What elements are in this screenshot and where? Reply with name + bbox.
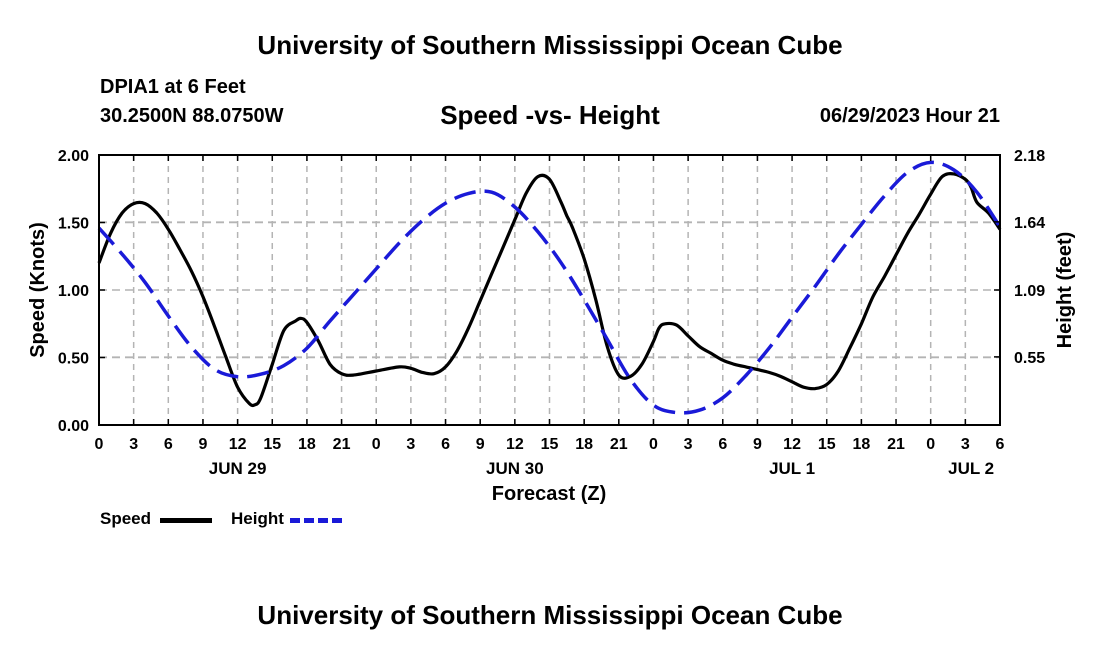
x-tick-label: 6: [996, 436, 1005, 453]
y2-tick-label: 2.18: [1014, 148, 1045, 165]
y2-tick-label: 1.09: [1014, 283, 1045, 300]
legend-speed-swatch: [160, 518, 212, 523]
y2-axis-label: Height (feet): [1054, 232, 1076, 349]
legend-height-swatch: [290, 518, 342, 523]
x-tick-label: 18: [852, 436, 870, 453]
x-tick-label: 21: [887, 436, 905, 453]
x-axis-label: Forecast (Z): [492, 483, 606, 505]
y2-tick-label: 0.55: [1014, 350, 1045, 367]
x-tick-label: 6: [441, 436, 450, 453]
x-tick-label: 0: [372, 436, 381, 453]
legend-speed-label: Speed: [100, 509, 152, 528]
x-tick-label: 12: [783, 436, 801, 453]
grid-layer: [99, 155, 1000, 425]
x-tick-label: 9: [476, 436, 485, 453]
speed-series-line: [97, 172, 1002, 408]
x-tick-label: 9: [199, 436, 208, 453]
station-name: DPIA1 at 6 Feet: [100, 76, 246, 98]
x-tick-label: 3: [684, 436, 693, 453]
x-tick-label: 18: [298, 436, 316, 453]
y2-tick-label: 1.64: [1014, 215, 1045, 232]
date-label: JUL 1: [769, 459, 815, 478]
height-series-line: [97, 160, 1002, 415]
station-coordinates: 30.2500N 88.0750W: [100, 105, 284, 127]
footer-title: University of Southern Mississippi Ocean…: [257, 600, 843, 630]
chart-datetime: 06/29/2023 Hour 21: [819, 105, 1000, 127]
x-tick-label: 9: [753, 436, 762, 453]
x-tick-label: 15: [541, 436, 559, 453]
x-tick-label: 21: [610, 436, 628, 453]
x-tick-label: 6: [718, 436, 727, 453]
series-layer: [97, 160, 1002, 415]
x-tick-label: 15: [263, 436, 281, 453]
x-tick-label: 15: [818, 436, 836, 453]
y-axis-label: Speed (Knots): [27, 222, 49, 358]
date-label: JUN 29: [209, 459, 267, 478]
y-tick-label: 1.50: [58, 216, 89, 233]
date-label: JUN 30: [486, 459, 544, 478]
tick-layer: 0 3 6 9 12 15 18 21 0 3 6 9 12 15 18 21 0 3 6 9 12 15 18 21 0 3 6 0…: [58, 148, 1045, 478]
x-tick-label: 18: [575, 436, 593, 453]
x-tick-label: 12: [506, 436, 524, 453]
page-title: University of Southern Mississippi Ocean…: [257, 30, 843, 60]
x-tick-label: 12: [229, 436, 247, 453]
y-tick-label: 1.00: [58, 283, 89, 300]
y-tick-label: 2.00: [58, 148, 89, 165]
chart-subtitle: Speed -vs- Height: [440, 100, 660, 130]
x-tick-label: 21: [333, 436, 351, 453]
legend-height-label: Height: [231, 509, 284, 528]
x-tick-label: 3: [406, 436, 415, 453]
y-tick-label: 0.50: [58, 351, 89, 368]
x-tick-label: 0: [926, 436, 935, 453]
x-tick-label: 3: [129, 436, 138, 453]
date-label: JUL 2: [948, 459, 994, 478]
x-tick-label: 0: [95, 436, 104, 453]
y-tick-label: 0.00: [58, 418, 89, 435]
x-tick-label: 3: [961, 436, 970, 453]
x-tick-label: 0: [649, 436, 658, 453]
x-tick-label: 6: [164, 436, 173, 453]
